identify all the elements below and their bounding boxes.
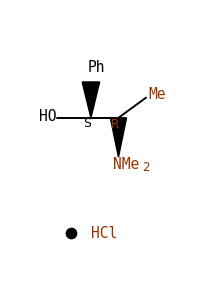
- Text: Ph: Ph: [88, 60, 105, 75]
- Text: Me: Me: [148, 87, 166, 102]
- Text: 2: 2: [142, 161, 149, 174]
- Polygon shape: [110, 118, 126, 157]
- Text: R: R: [110, 118, 119, 131]
- Text: HO: HO: [39, 109, 56, 124]
- Polygon shape: [82, 82, 100, 118]
- Text: NMe: NMe: [113, 157, 139, 172]
- Point: [70, 231, 73, 235]
- Text: HCl: HCl: [91, 226, 117, 241]
- Text: S: S: [83, 117, 91, 130]
